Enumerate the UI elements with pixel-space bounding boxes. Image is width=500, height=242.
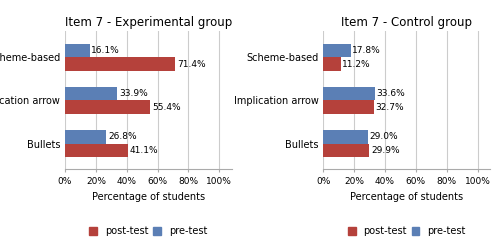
Legend: post-test, pre-test: post-test, pre-test xyxy=(348,226,466,236)
Bar xyxy=(324,87,375,100)
Bar xyxy=(65,57,175,71)
Bar xyxy=(324,44,351,57)
Legend: post-test, pre-test: post-test, pre-test xyxy=(90,226,208,236)
Text: 71.4%: 71.4% xyxy=(176,60,206,69)
Title: Item 7 - Control group: Item 7 - Control group xyxy=(341,16,472,29)
Text: 32.7%: 32.7% xyxy=(376,103,404,112)
Bar xyxy=(324,144,370,157)
X-axis label: Percentage of students: Percentage of students xyxy=(92,192,205,202)
Text: 33.6%: 33.6% xyxy=(376,89,406,98)
Bar xyxy=(65,87,118,100)
Title: Item 7 - Experimental group: Item 7 - Experimental group xyxy=(64,16,232,29)
Bar xyxy=(65,44,90,57)
Text: 33.9%: 33.9% xyxy=(119,89,148,98)
Text: 55.4%: 55.4% xyxy=(152,103,180,112)
Text: 41.1%: 41.1% xyxy=(130,146,158,155)
Text: 16.1%: 16.1% xyxy=(92,46,120,55)
Text: 17.8%: 17.8% xyxy=(352,46,381,55)
Text: 29.9%: 29.9% xyxy=(371,146,400,155)
Text: 11.2%: 11.2% xyxy=(342,60,371,69)
X-axis label: Percentage of students: Percentage of students xyxy=(350,192,463,202)
Text: 29.0%: 29.0% xyxy=(370,132,398,141)
Bar xyxy=(324,130,368,144)
Bar xyxy=(324,100,374,114)
Bar xyxy=(65,144,128,157)
Text: 26.8%: 26.8% xyxy=(108,132,136,141)
Bar xyxy=(65,100,150,114)
Bar xyxy=(324,57,340,71)
Bar xyxy=(65,130,106,144)
